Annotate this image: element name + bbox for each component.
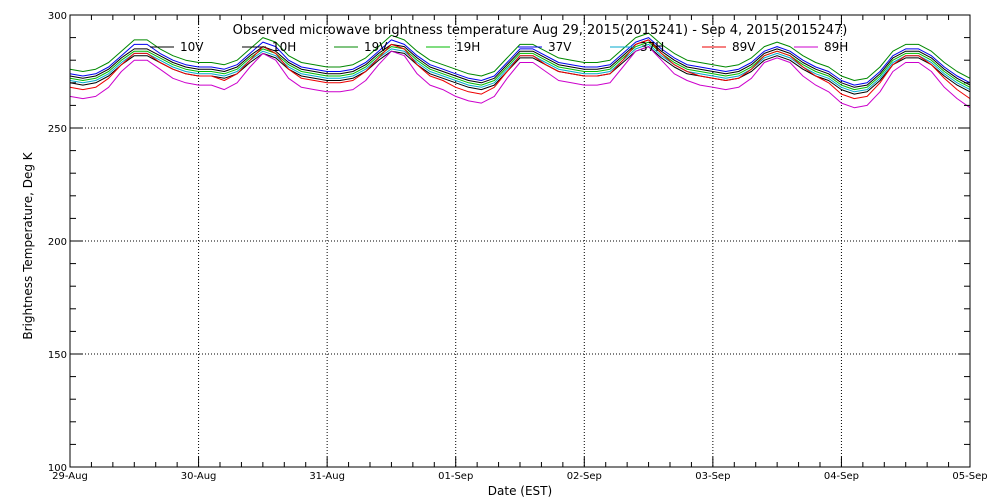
chart-title: Observed microwave brightness temperatur… [233, 23, 848, 38]
series-line-19v [69, 32, 971, 81]
legend-label-37h: 37H [640, 40, 664, 54]
tick-labels: 100 150 200 250 300 29-Aug 30-Aug 31-Aug 01-Sep 0… [48, 11, 988, 482]
y-tick-label: 100 [48, 463, 67, 474]
axis-ticks [69, 14, 971, 468]
y-tick-label: 200 [48, 237, 67, 248]
x-tick-label: 04-Sep [824, 471, 859, 482]
x-tick-label: 30-Aug [181, 471, 217, 482]
series-line-10v [69, 39, 971, 88]
y-tick-label: 300 [48, 11, 67, 22]
x-axis-title: Date (EST) [488, 484, 552, 498]
legend-label-10v: 10V [180, 40, 204, 54]
x-tick-label: 02-Sep [567, 471, 602, 482]
x-tick-label: 05-Sep [952, 471, 987, 482]
series-line-89h [69, 46, 971, 109]
x-tick-label: 31-Aug [309, 471, 345, 482]
series-line-10h [69, 46, 971, 95]
grid [70, 15, 970, 467]
x-tick-label: 03-Sep [695, 471, 730, 482]
legend-label-89h: 89H [824, 40, 848, 54]
y-tick-label: 250 [48, 124, 67, 135]
y-axis-title: Brightness Temperature, Deg K [21, 151, 35, 339]
x-tick-label: 01-Sep [438, 471, 473, 482]
series-line-37v [69, 37, 971, 86]
series-line-89v [69, 39, 971, 100]
y-tick-label: 150 [48, 350, 67, 361]
x-tick-label: 29-Aug [52, 471, 88, 482]
series-layer [69, 32, 971, 109]
legend-label-19v: 19V [364, 40, 388, 54]
legend-label-37v: 37V [548, 40, 572, 54]
legend-label-89v: 89V [732, 40, 756, 54]
legend-label-10h: 10H [272, 40, 296, 54]
legend: 10V 10H 19V 19H 37V 37H 89V 89H [150, 40, 848, 54]
series-line-19h [69, 41, 971, 91]
legend-label-19h: 19H [456, 40, 480, 54]
